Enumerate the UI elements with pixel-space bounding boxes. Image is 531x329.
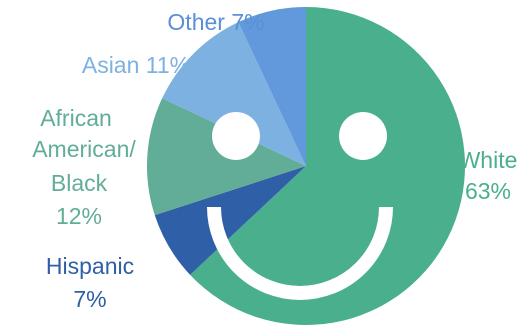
pie-slice-asian <box>162 22 306 167</box>
smile <box>207 206 393 300</box>
left-eye <box>212 112 260 160</box>
label-hispanic-line1: Hispanic <box>46 253 134 279</box>
right-eye <box>339 112 387 160</box>
pie-slice-white <box>190 7 466 325</box>
pie-slice-other <box>238 7 306 166</box>
label-other: Other 7% <box>167 9 264 35</box>
slice-labels: Other 7% Asian 11% African American/ Bla… <box>32 9 517 312</box>
label-asian: Asian 11% <box>82 52 190 78</box>
label-african-american-line3: Black <box>51 170 108 196</box>
pie-slices <box>146 7 466 325</box>
label-african-american-line2: American/ <box>32 136 136 162</box>
pie-slice-hispanic <box>154 166 306 275</box>
smiley-face <box>207 112 393 300</box>
label-white-line2: 63% <box>465 178 511 204</box>
label-african-american-line4: 12% <box>56 203 102 229</box>
label-hispanic-line2: 7% <box>73 286 106 312</box>
label-african-american-line1: African <box>40 105 112 131</box>
label-white-line1: White <box>459 147 518 173</box>
